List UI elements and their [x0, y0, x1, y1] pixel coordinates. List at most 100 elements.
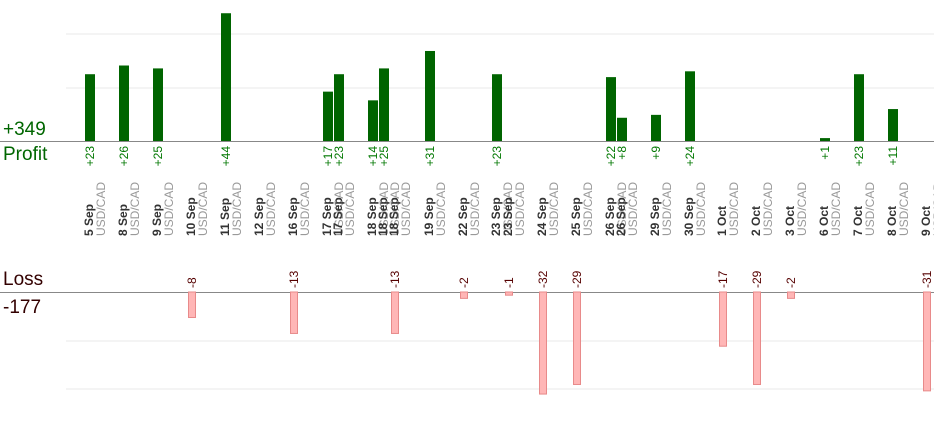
- date-label: 26 Sep: [614, 197, 628, 236]
- profit-bar: [854, 74, 864, 141]
- symbol-label: USD/CAD: [128, 182, 142, 236]
- loss-bar: [573, 291, 581, 385]
- symbol-label: USD/CAD: [196, 182, 210, 236]
- date-label: 12 Sep: [252, 197, 266, 236]
- profit-value-label: +14: [366, 146, 380, 167]
- loss-total: -177: [3, 297, 42, 318]
- symbol-label: USD/CAD: [230, 182, 244, 236]
- loss-bar: [290, 291, 298, 334]
- date-label: 17 Sep: [331, 197, 345, 236]
- profit-bar: [334, 74, 344, 141]
- profit-bar: [617, 117, 627, 141]
- date-label: 22 Sep: [456, 197, 470, 236]
- symbol-label: USD/CAD: [434, 182, 448, 236]
- loss-value-label: -31: [920, 270, 934, 288]
- profit-value-label: +23: [83, 146, 97, 167]
- symbol-label: USD/CAD: [332, 182, 346, 236]
- symbol-label: USD/CAD: [162, 182, 176, 236]
- loss-bar: [505, 291, 513, 296]
- date-label: 30 Sep: [682, 197, 696, 236]
- loss-bar: [188, 291, 196, 319]
- date-label: 8 Sep: [116, 204, 130, 236]
- symbol-label: USD/CAD: [626, 182, 640, 236]
- symbol-label: USD/CAD: [94, 182, 108, 236]
- loss-value-label: -13: [388, 270, 402, 288]
- loss-label: Loss: [3, 269, 44, 290]
- loss-value-label: -29: [750, 270, 764, 288]
- profit-bar: [685, 71, 695, 141]
- profit-bar: [221, 13, 231, 142]
- loss-value-label: -1: [502, 277, 516, 288]
- profit-value-label: +25: [377, 146, 391, 167]
- symbol-label: USD/CAD: [388, 182, 402, 236]
- loss-value-label: -32: [536, 270, 550, 288]
- date-label: 23 Sep: [489, 197, 503, 236]
- date-label: 10 Sep: [184, 197, 198, 236]
- loss-bar: [539, 291, 547, 395]
- date-label: 8 Oct: [885, 206, 899, 236]
- date-label: 9 Sep: [150, 204, 164, 236]
- loss-value-label: -17: [716, 270, 730, 288]
- profit-value-label: +44: [219, 146, 233, 167]
- loss-bar: [391, 291, 399, 334]
- symbol-label: USD/CAD: [829, 182, 843, 236]
- date-label: 17 Sep: [320, 197, 334, 236]
- date-label: 18 Sep: [387, 197, 401, 236]
- symbol-label: USD/CAD: [761, 182, 775, 236]
- profit-bar: [606, 77, 616, 141]
- date-label: 23 Sep: [501, 197, 515, 236]
- loss-value-label: -2: [784, 277, 798, 288]
- date-label: 18 Sep: [376, 197, 390, 236]
- symbol-label: USD/CAD: [931, 182, 934, 236]
- profit-bar: [888, 109, 898, 141]
- symbol-label: USD/CAD: [501, 182, 515, 236]
- loss-bar: [753, 291, 761, 385]
- profit-bar: [820, 138, 830, 141]
- profit-value-label: +24: [683, 146, 697, 167]
- symbol-label: USD/CAD: [694, 182, 708, 236]
- profit-bar: [85, 74, 95, 141]
- profit-label: Profit: [3, 144, 48, 165]
- loss-value-label: -29: [570, 270, 584, 288]
- date-label: 9 Oct: [919, 206, 933, 236]
- symbol-label: USD/CAD: [581, 182, 595, 236]
- symbol-label: USD/CAD: [863, 182, 877, 236]
- symbol-label: USD/CAD: [343, 182, 357, 236]
- profit-value-label: +9: [649, 146, 663, 160]
- symbol-label: USD/CAD: [298, 182, 312, 236]
- profit-value-label: +17: [321, 146, 335, 167]
- date-label: 6 Oct: [817, 206, 831, 236]
- profit-value-label: +23: [332, 146, 346, 167]
- profit-value-label: +23: [490, 146, 504, 167]
- profit-value-label: +11: [886, 146, 900, 166]
- profit-value-label: +22: [604, 146, 618, 167]
- symbol-label: USD/CAD: [377, 182, 391, 236]
- profit-bar: [323, 91, 333, 141]
- profit-bar: [153, 68, 163, 141]
- date-label: 18 Sep: [365, 197, 379, 236]
- symbol-label: USD/CAD: [727, 182, 741, 236]
- profit-value-label: +8: [615, 146, 629, 160]
- date-label: 29 Sep: [648, 197, 662, 236]
- profit-total: +349: [3, 119, 46, 140]
- symbol-label: USD/CAD: [468, 182, 482, 236]
- symbol-label: USD/CAD: [513, 182, 527, 236]
- date-label: 7 Oct: [851, 206, 865, 236]
- symbol-label: USD/CAD: [795, 182, 809, 236]
- symbol-label: USD/CAD: [660, 182, 674, 236]
- date-label: 19 Sep: [422, 197, 436, 236]
- symbol-label: USD/CAD: [547, 182, 561, 236]
- date-label: 26 Sep: [603, 197, 617, 236]
- date-label: 5 Sep: [82, 204, 96, 236]
- symbol-label: USD/CAD: [615, 182, 629, 236]
- loss-bar: [719, 291, 727, 347]
- profit-bar: [651, 114, 661, 141]
- date-label: 3 Oct: [783, 206, 797, 236]
- loss-value-label: -2: [457, 277, 471, 288]
- profit-value-label: +31: [423, 146, 437, 167]
- date-label: 2 Oct: [749, 206, 763, 236]
- profit-bar: [119, 65, 129, 141]
- loss-bar: [923, 291, 931, 392]
- date-label: 24 Sep: [535, 197, 549, 236]
- loss-bar: [787, 291, 795, 299]
